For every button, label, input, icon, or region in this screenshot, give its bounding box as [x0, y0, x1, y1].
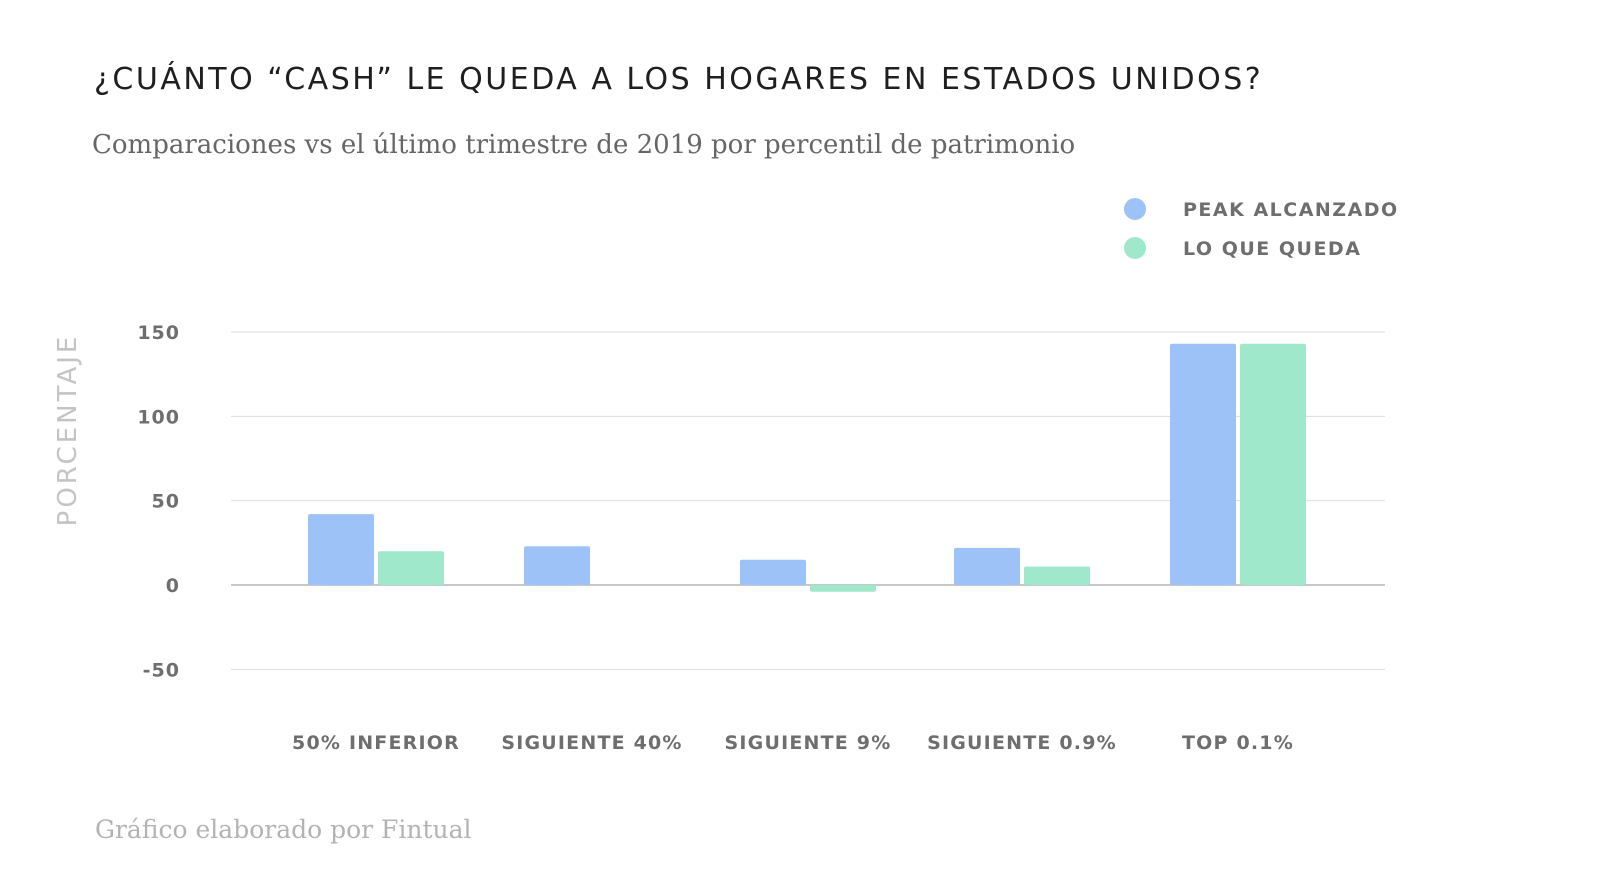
legend: PEAK ALCANZADO LO QUE QUEDA: [1124, 198, 1399, 260]
bar-peak-alcanzado: [954, 547, 1020, 585]
x-tick-label: SIGUIENTE 40%: [501, 732, 682, 754]
chart-title: ¿CUÁNTO “CASH” LE QUEDA A LOS HOGARES EN…: [94, 62, 1264, 97]
y-axis-ticks: 150 100 50 0 -50: [137, 322, 180, 681]
bar-lo-que-queda: [1024, 566, 1090, 585]
chart-subtitle: Comparaciones vs el último trimestre de …: [92, 130, 1076, 160]
legend-label: LO QUE QUEDA: [1183, 238, 1361, 260]
bar-peak-alcanzado: [740, 559, 806, 585]
legend-swatch: [1124, 237, 1146, 259]
bar-lo-que-queda: [378, 551, 444, 585]
y-tick-label: 50: [152, 491, 180, 513]
x-tick-label: TOP 0.1%: [1182, 732, 1294, 754]
chart-footer-credit: Gráfico elaborado por Fintual: [95, 815, 472, 844]
y-tick-label: 100: [137, 406, 180, 428]
bar-lo-que-queda: [810, 585, 876, 592]
bar-peak-alcanzado: [1170, 343, 1236, 585]
x-tick-label: 50% INFERIOR: [292, 732, 460, 754]
x-tick-label: SIGUIENTE 9%: [725, 732, 892, 754]
bar-lo-que-queda: [1240, 343, 1306, 585]
bars: [308, 343, 1306, 592]
y-tick-label: 0: [166, 575, 180, 597]
x-axis-ticks: 50% INFERIOR SIGUIENTE 40% SIGUIENTE 9% SIG…: [292, 732, 1294, 754]
x-tick-label: SIGUIENTE 0.9%: [927, 732, 1117, 754]
bar-peak-alcanzado: [308, 514, 374, 585]
legend-swatch: [1124, 198, 1146, 220]
bar-peak-alcanzado: [524, 546, 590, 585]
y-tick-label: 150: [137, 322, 180, 344]
legend-label: PEAK ALCANZADO: [1183, 199, 1399, 221]
y-axis-label: PORCENTAJE: [53, 334, 83, 527]
y-tick-label: -50: [143, 659, 180, 681]
